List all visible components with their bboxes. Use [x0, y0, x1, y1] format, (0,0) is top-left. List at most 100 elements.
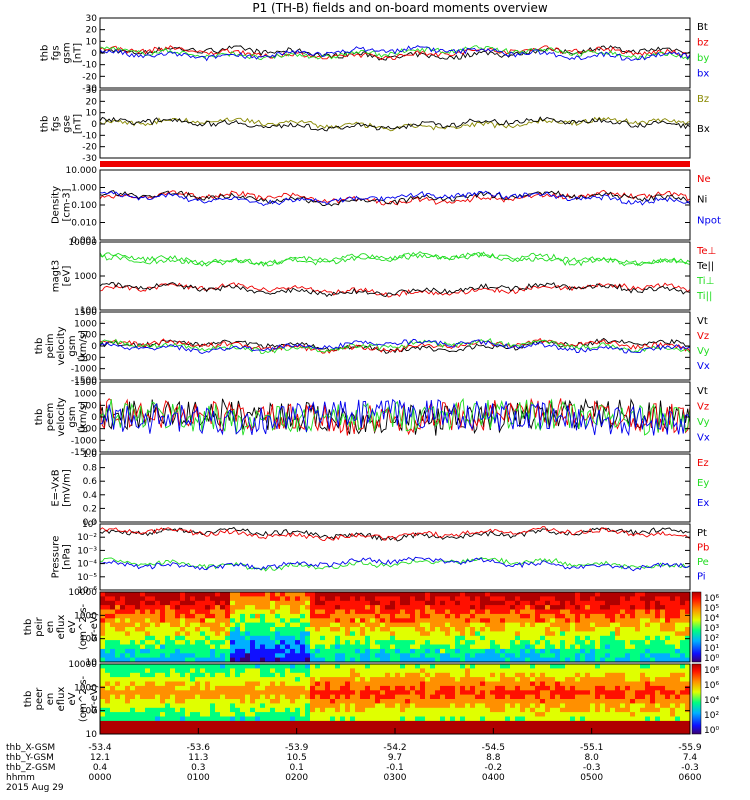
heatmap-cell [295, 681, 301, 687]
heatmap-cell [325, 694, 331, 700]
heatmap-cell [390, 716, 396, 722]
heatmap-cell [310, 681, 316, 687]
heatmap-cell [395, 725, 401, 730]
heatmap-cell [500, 681, 506, 687]
heatmap-cell [650, 644, 656, 650]
heatmap-cell [455, 677, 461, 682]
heatmap-cell [155, 618, 161, 623]
colorbar [691, 663, 702, 735]
heatmap-cell [455, 622, 461, 628]
heatmap-cell [270, 729, 276, 735]
heatmap-cell [410, 627, 416, 632]
heatmap-cell [470, 605, 476, 610]
heatmap-cell [160, 653, 166, 658]
heatmap-cell [100, 653, 106, 658]
heatmap-cell [225, 716, 231, 722]
heatmap-cell [500, 672, 506, 678]
heatmap-cell [520, 677, 526, 682]
heatmap-cell [405, 592, 411, 597]
heatmap-cell [245, 657, 251, 663]
heatmap-cell [470, 703, 476, 709]
heatmap-cell [545, 707, 551, 713]
heatmap-cell [315, 605, 321, 610]
heatmap-cell [460, 672, 466, 678]
heatmap-cell [330, 648, 336, 654]
heatmap-cell [380, 644, 386, 650]
heatmap-cell [225, 703, 231, 709]
heatmap-cell [400, 703, 406, 709]
heatmap-cell [285, 653, 291, 658]
heatmap-cell [110, 627, 116, 632]
heatmap-cell [575, 712, 581, 717]
heatmap-cell [150, 729, 156, 735]
heatmap-cell [630, 640, 636, 645]
heatmap-cell [585, 707, 591, 713]
heatmap-cell [320, 592, 326, 597]
heatmap-cell [630, 648, 636, 654]
fgs_gsm-bx-series-line [99, 45, 691, 62]
heatmap-cell [570, 592, 576, 597]
heatmap-cell [320, 729, 326, 735]
heatmap-cell [515, 600, 521, 606]
heatmap-cell [590, 596, 596, 602]
heatmap-cell [115, 635, 121, 641]
heatmap-cell [365, 685, 371, 691]
heatmap-cell [520, 668, 526, 674]
peem_vel-panel: VtVzVyVx150010005000-500-1000-1500thbpee… [34, 378, 710, 458]
heatmap-cell [280, 592, 286, 597]
heatmap-cell [500, 657, 506, 663]
heatmap-cell [465, 699, 471, 704]
heatmap-cell [305, 657, 311, 663]
heatmap-cell [115, 596, 121, 602]
heatmap-cell [140, 648, 146, 654]
heatmap-cell [560, 690, 566, 695]
heatmap-cell [660, 627, 666, 632]
heatmap-cell [565, 653, 571, 658]
heatmap-cell [555, 613, 561, 619]
heatmap-cell [290, 707, 296, 713]
heatmap-cell [265, 618, 271, 623]
heatmap-cell [520, 681, 526, 687]
heatmap-cell [165, 618, 171, 623]
ytick-label: -30 [82, 154, 97, 164]
heatmap-cell [220, 596, 226, 602]
heatmap-cell [560, 681, 566, 687]
heatmap-cell [175, 644, 181, 650]
heatmap-cell [370, 627, 376, 632]
heatmap-cell [400, 653, 406, 658]
heatmap-cell [285, 664, 291, 669]
heatmap-cell [240, 605, 246, 610]
heatmap-cell [610, 631, 616, 637]
heatmap-cell [495, 672, 501, 678]
heatmap-cell [160, 640, 166, 645]
heatmap-cell [670, 592, 676, 597]
heatmap-cell [330, 653, 336, 658]
heatmap-cell [580, 605, 586, 610]
heatmap-cell [625, 720, 631, 726]
heatmap-cell [475, 694, 481, 700]
heatmap-cell [625, 703, 631, 709]
heatmap-cell [165, 694, 171, 700]
heatmap-cell [135, 720, 141, 726]
heatmap-cell [600, 690, 606, 695]
heatmap-cell [425, 707, 431, 713]
heatmap-cell [655, 657, 661, 663]
heatmap-cell [280, 720, 286, 726]
heatmap-cell [635, 703, 641, 709]
heatmap-cell [385, 640, 391, 645]
heatmap-cell [160, 635, 166, 641]
heatmap-cell [370, 648, 376, 654]
heatmap-cell [345, 609, 351, 615]
heatmap-cell [490, 694, 496, 700]
heatmap-cell [340, 631, 346, 637]
heatmap-cell [285, 672, 291, 678]
heatmap-cell [120, 694, 126, 700]
heatmap-cell [305, 622, 311, 628]
heatmap-cell [275, 605, 281, 610]
heatmap-cell [370, 681, 376, 687]
heatmap-cell [630, 677, 636, 682]
heatmap-cell [620, 605, 626, 610]
ytick-label: -500 [77, 425, 98, 435]
heatmap-cell [545, 712, 551, 717]
heatmap-cell [590, 622, 596, 628]
